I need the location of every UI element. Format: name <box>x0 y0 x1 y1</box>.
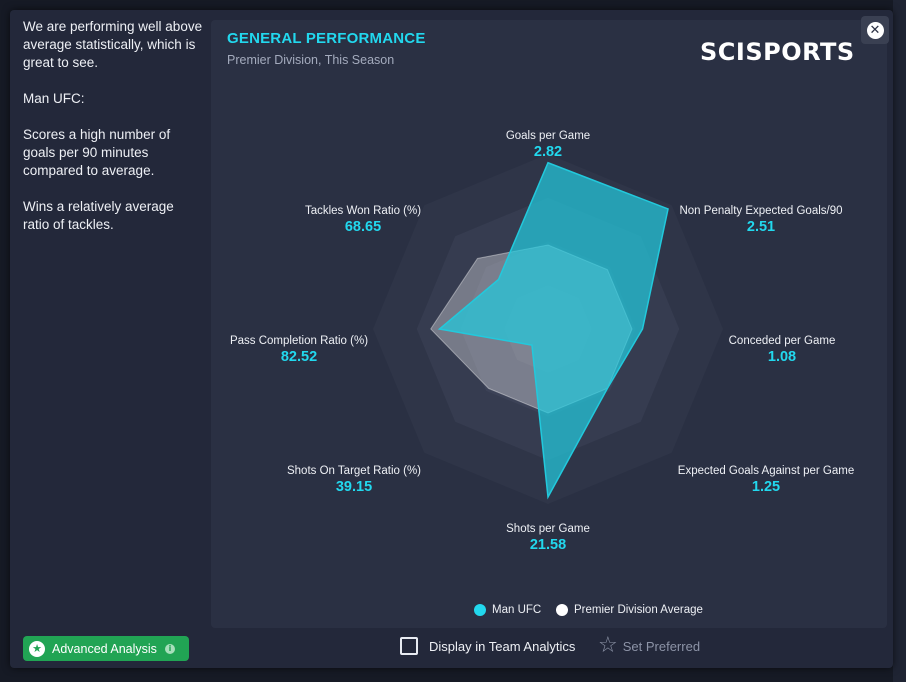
axis-label: Pass Completion Ratio (%) 82.52 <box>230 335 368 365</box>
analysis-summary: We are performing well above average sta… <box>23 18 203 252</box>
axis-name: Shots On Target Ratio (%) <box>286 465 422 477</box>
axis-name: Non Penalty Expected Goals/90 <box>679 205 843 217</box>
axis-label: Goals per Game 2.82 <box>506 130 590 160</box>
scisports-logo: SCISPORTS <box>700 38 855 66</box>
background-right-edge <box>893 0 906 682</box>
panel-title: GENERAL PERFORMANCE <box>227 30 426 47</box>
legend-label-average: Premier Division Average <box>574 604 703 616</box>
set-preferred-label: Set Preferred <box>622 638 701 654</box>
axis-value: 2.82 <box>533 144 563 160</box>
summary-paragraph: Wins a relatively average ratio of tackl… <box>23 199 174 232</box>
axis-label: Shots per Game 21.58 <box>506 523 590 553</box>
axis-value: 1.08 <box>767 349 797 365</box>
checkbox-label: Display in Team Analytics <box>429 638 576 654</box>
summary-paragraph: Scores a high number of goals per 90 min… <box>23 127 171 178</box>
axis-value: 1.25 <box>751 479 781 495</box>
legend-dot-average <box>556 604 568 616</box>
axis-value: 21.58 <box>529 537 567 553</box>
star-outline-icon: ☆ <box>598 633 618 658</box>
axis-label: Expected Goals Against per Game 1.25 <box>678 465 854 495</box>
axis-label: Non Penalty Expected Goals/90 2.51 <box>679 205 842 235</box>
legend-label-team: Man UFC <box>492 604 542 616</box>
axis-label: Tackles Won Ratio (%) 68.65 <box>305 205 421 235</box>
advanced-analysis-label: Advanced Analysis <box>52 641 157 656</box>
close-button[interactable]: ✕ <box>861 16 889 44</box>
axis-value: 2.51 <box>746 219 776 235</box>
axis-name: Tackles Won Ratio (%) <box>304 205 422 217</box>
axis-value: 39.15 <box>335 479 373 495</box>
axis-name: Goals per Game <box>505 130 591 142</box>
checkbox[interactable] <box>400 637 418 655</box>
display-in-team-analytics-toggle[interactable]: Display in Team Analytics <box>400 637 575 655</box>
advanced-analysis-button[interactable]: ★ Advanced Analysis i <box>23 636 189 661</box>
panel-subtitle: Premier Division, This Season <box>227 53 395 67</box>
axis-label: Shots On Target Ratio (%) 39.15 <box>287 465 421 495</box>
legend-dot-team <box>474 604 486 616</box>
axis-label: Conceded per Game 1.08 <box>729 335 836 365</box>
axis-value: 68.65 <box>344 219 382 235</box>
summary-paragraph: Man UFC: <box>23 91 85 106</box>
info-icon[interactable]: i <box>164 643 175 654</box>
axis-name: Conceded per Game <box>728 335 836 347</box>
close-icon: ✕ <box>866 21 884 39</box>
axis-name: Expected Goals Against per Game <box>677 465 855 477</box>
axis-name: Shots per Game <box>506 523 590 535</box>
star-badge-icon: ★ <box>29 640 45 657</box>
legend-item-team: Man UFC <box>474 604 541 616</box>
legend-item-average: Premier Division Average <box>556 604 703 616</box>
radar-series <box>430 161 669 500</box>
axis-value: 82.52 <box>280 349 318 365</box>
summary-paragraph: We are performing well above average sta… <box>23 19 203 70</box>
set-preferred-button[interactable]: ☆ Set Preferred <box>598 635 700 657</box>
axis-name: Pass Completion Ratio (%) <box>229 335 369 347</box>
series-team-area <box>437 161 669 500</box>
